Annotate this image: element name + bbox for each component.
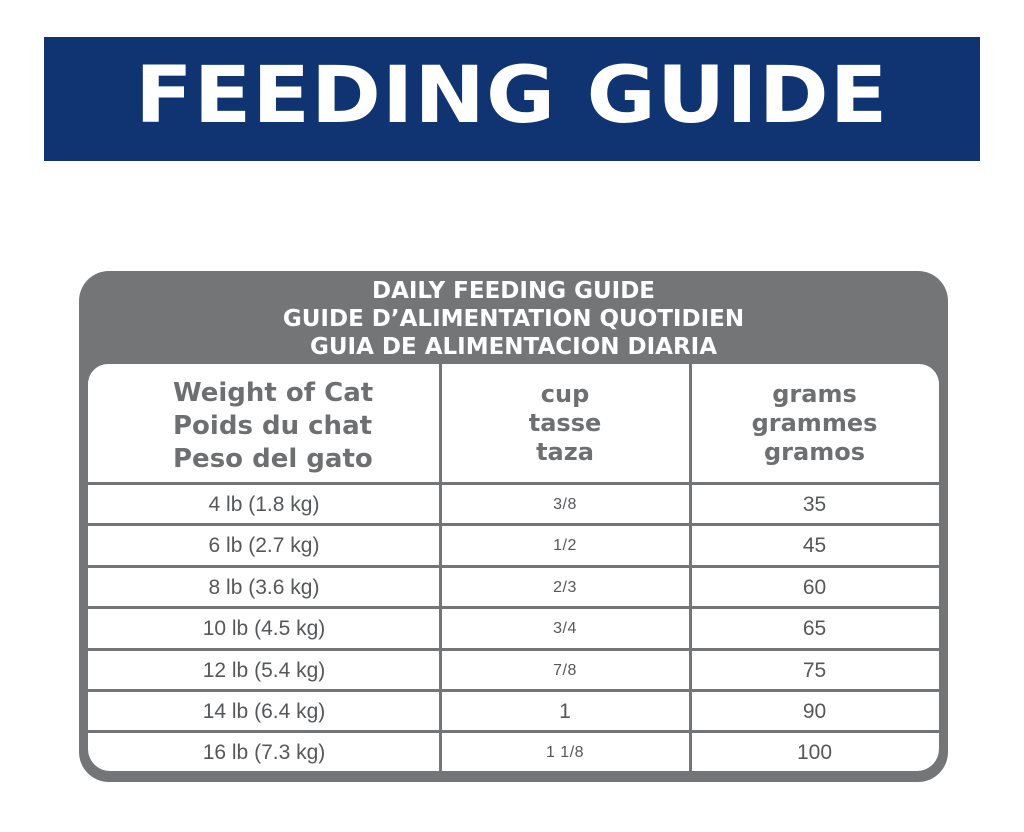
table-row: 16 lb (7.3 kg) 1 1/8 100: [88, 733, 939, 771]
weight-cell: 4 lb (1.8 kg): [208, 493, 320, 516]
weight-cell: 14 lb (6.4 kg): [202, 700, 326, 723]
grams-cell: 90: [802, 700, 827, 723]
grams-cell: 45: [802, 534, 827, 557]
table-row: 12 lb (5.4 kg) 7/8 75: [88, 651, 939, 690]
grams-cell: 100: [796, 741, 833, 764]
header-grams-es: gramos: [764, 438, 865, 466]
cup-cell: 3/4: [553, 620, 577, 637]
heading-french: GUIDE D’ALIMENTATION QUOTIDIEN: [282, 306, 745, 332]
header-grams-fr: grammes: [751, 409, 878, 437]
column-header-cup: cup tasse taza: [440, 364, 690, 498]
table-row: 4 lb (1.8 kg) 3/8 35: [88, 485, 939, 524]
card-heading: DAILY FEEDING GUIDE GUIDE D’ALIMENTATION…: [79, 277, 948, 361]
row-divider: [88, 648, 939, 651]
row-divider: [88, 565, 939, 568]
weight-cell: 16 lb (7.3 kg): [202, 741, 326, 764]
header-cup-fr: tasse: [528, 409, 602, 437]
weight-cell: 6 lb (2.7 kg): [208, 534, 320, 557]
feeding-guide-banner: FEEDING GUIDE: [44, 37, 980, 161]
heading-english: DAILY FEEDING GUIDE: [371, 278, 656, 304]
column-header-weight: Weight of Cat Poids du chat Peso del gat…: [88, 364, 440, 482]
weight-cell: 10 lb (4.5 kg): [202, 617, 326, 640]
row-divider: [88, 730, 939, 733]
header-grams-en: grams: [772, 380, 857, 408]
table-row: 6 lb (2.7 kg) 1/2 45: [88, 526, 939, 565]
table-row: 14 lb (6.4 kg) 1 90: [88, 692, 939, 731]
cup-cell: 1 1/8: [545, 744, 585, 761]
weight-cell: 8 lb (3.6 kg): [208, 576, 320, 599]
grams-cell: 35: [802, 493, 827, 516]
header-weight-en: Weight of Cat: [173, 378, 374, 408]
column-header-grams: grams grammes gramos: [690, 364, 939, 498]
cup-cell: 7/8: [553, 662, 577, 679]
header-cup-en: cup: [540, 380, 590, 408]
daily-feeding-guide-card: DAILY FEEDING GUIDE GUIDE D’ALIMENTATION…: [79, 271, 948, 782]
header-weight-fr: Poids du chat: [173, 411, 373, 441]
row-divider: [88, 482, 939, 485]
row-divider: [88, 523, 939, 526]
cup-cell: 2/3: [553, 579, 577, 596]
header-cup-es: taza: [536, 438, 594, 466]
table-row: 10 lb (4.5 kg) 3/4 65: [88, 609, 939, 648]
table-row: 8 lb (3.6 kg) 2/3 60: [88, 568, 939, 607]
weight-cell: 12 lb (5.4 kg): [202, 659, 326, 682]
row-divider: [88, 689, 939, 692]
grams-cell: 60: [802, 576, 827, 599]
grams-cell: 75: [802, 659, 827, 682]
cup-cell: 1: [559, 700, 571, 723]
banner-title: FEEDING GUIDE: [135, 51, 889, 141]
grams-cell: 65: [802, 617, 827, 640]
heading-spanish: GUIA DE ALIMENTACION DIARIA: [309, 334, 718, 360]
feeding-table: Weight of Cat Poids du chat Peso del gat…: [88, 364, 939, 771]
row-divider: [88, 606, 939, 609]
cup-cell: 1/2: [553, 537, 577, 554]
cup-cell: 3/8: [553, 496, 577, 513]
header-weight-es: Peso del gato: [173, 444, 373, 474]
